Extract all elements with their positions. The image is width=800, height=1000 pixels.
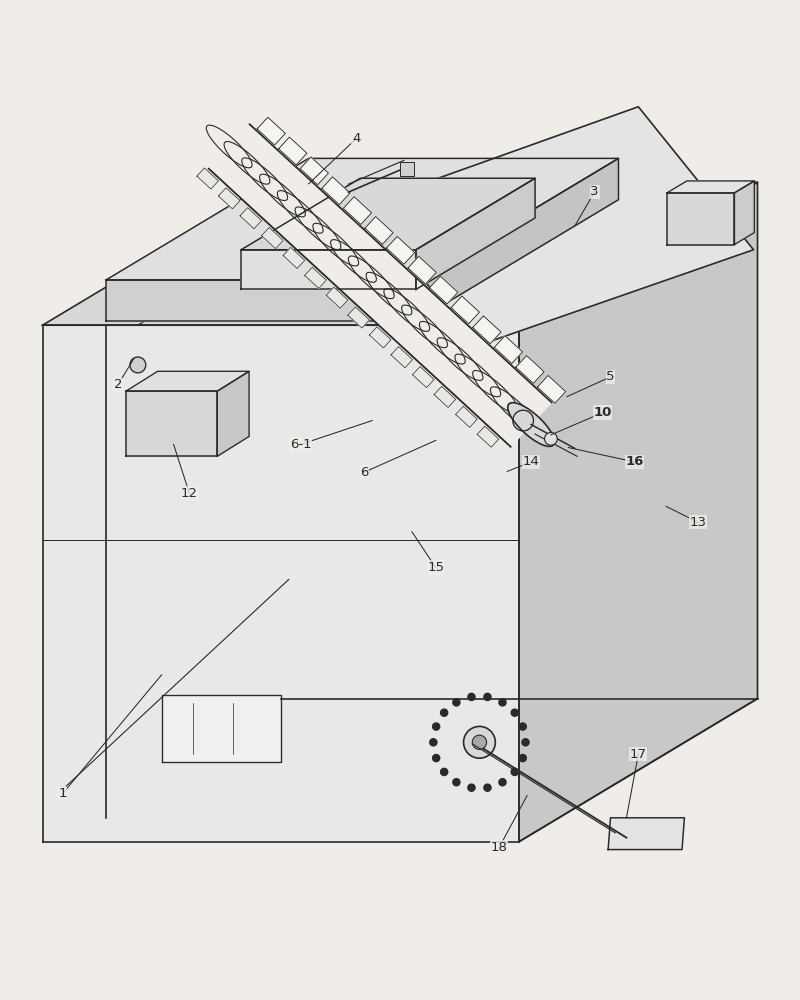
Polygon shape [451, 296, 479, 324]
Polygon shape [370, 327, 391, 348]
Polygon shape [456, 406, 478, 427]
Circle shape [433, 723, 440, 730]
Polygon shape [365, 217, 393, 244]
Circle shape [463, 726, 495, 758]
Circle shape [441, 768, 448, 775]
Polygon shape [478, 426, 498, 447]
Circle shape [484, 693, 491, 701]
Polygon shape [416, 178, 535, 289]
Polygon shape [162, 695, 281, 762]
Polygon shape [667, 181, 754, 193]
Polygon shape [386, 236, 414, 264]
Text: 10: 10 [594, 406, 612, 419]
Ellipse shape [508, 403, 554, 446]
Text: 1: 1 [58, 787, 66, 800]
Polygon shape [734, 181, 754, 245]
Polygon shape [360, 107, 754, 345]
Text: 18: 18 [491, 841, 508, 854]
Circle shape [519, 754, 526, 762]
Text: 15: 15 [427, 561, 444, 574]
Text: 12: 12 [181, 487, 198, 500]
Polygon shape [413, 367, 434, 388]
Text: 6: 6 [360, 466, 369, 479]
Polygon shape [430, 276, 458, 304]
Polygon shape [322, 177, 350, 205]
Circle shape [453, 699, 460, 706]
Polygon shape [126, 371, 249, 391]
Text: 5: 5 [606, 370, 614, 383]
Circle shape [511, 768, 518, 775]
Polygon shape [283, 247, 305, 268]
Polygon shape [106, 158, 618, 280]
Polygon shape [42, 325, 519, 842]
Polygon shape [348, 307, 370, 328]
Polygon shape [391, 347, 413, 368]
Circle shape [499, 779, 506, 786]
Polygon shape [473, 316, 501, 344]
Circle shape [468, 693, 475, 701]
Bar [400, 162, 414, 176]
Polygon shape [343, 197, 372, 225]
Polygon shape [608, 818, 685, 850]
Polygon shape [300, 157, 329, 185]
Polygon shape [278, 137, 307, 165]
Polygon shape [240, 208, 262, 229]
Polygon shape [262, 228, 283, 249]
Polygon shape [209, 124, 551, 447]
Circle shape [433, 754, 440, 762]
Polygon shape [434, 386, 456, 408]
Circle shape [441, 709, 448, 716]
Polygon shape [494, 336, 522, 364]
Circle shape [519, 723, 526, 730]
Text: 2: 2 [114, 378, 122, 391]
Circle shape [522, 739, 529, 746]
Polygon shape [218, 371, 249, 456]
Polygon shape [519, 182, 758, 842]
Circle shape [130, 357, 146, 373]
Polygon shape [326, 287, 348, 308]
Text: 3: 3 [590, 185, 599, 198]
Polygon shape [241, 250, 416, 289]
Text: 4: 4 [352, 132, 361, 145]
Polygon shape [197, 168, 218, 189]
Polygon shape [516, 356, 544, 383]
Circle shape [453, 779, 460, 786]
Polygon shape [257, 117, 286, 145]
Circle shape [468, 784, 475, 791]
Polygon shape [416, 158, 618, 321]
Polygon shape [538, 375, 566, 403]
Polygon shape [408, 256, 436, 284]
Polygon shape [667, 193, 734, 245]
Circle shape [499, 699, 506, 706]
Polygon shape [241, 178, 535, 250]
Text: 17: 17 [630, 748, 647, 761]
Circle shape [545, 432, 558, 445]
Text: 13: 13 [690, 516, 706, 529]
Circle shape [484, 784, 491, 791]
Circle shape [472, 735, 486, 749]
Polygon shape [305, 267, 326, 288]
Text: 6-1: 6-1 [290, 438, 311, 451]
Polygon shape [106, 280, 416, 321]
Text: 16: 16 [625, 455, 643, 468]
Polygon shape [42, 182, 758, 325]
Circle shape [511, 709, 518, 716]
Polygon shape [126, 391, 218, 456]
Text: 14: 14 [522, 455, 539, 468]
Polygon shape [218, 188, 240, 209]
Circle shape [430, 739, 437, 746]
